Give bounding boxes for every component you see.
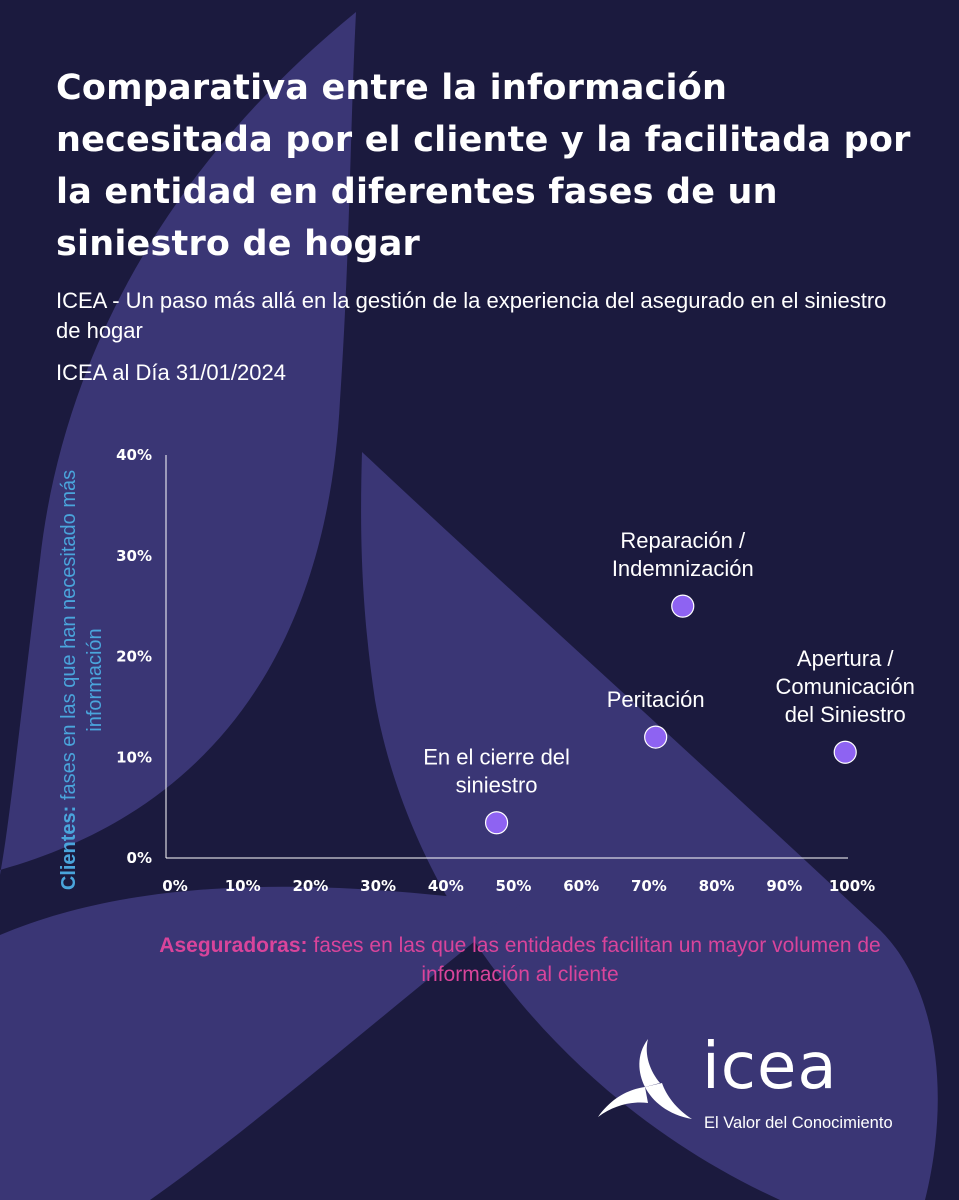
- page-title: Comparativa entre la información necesit…: [56, 68, 911, 264]
- x-axis-label: Aseguradoras: fases en las que las entid…: [120, 931, 920, 989]
- point-label: del Siniestro: [785, 702, 906, 727]
- data-points: [484, 594, 857, 835]
- x-tick-label: 10%: [225, 877, 261, 895]
- x-tick-label: 50%: [496, 877, 532, 895]
- point-label: Reparación /: [620, 528, 746, 553]
- point-label: siniestro: [456, 773, 538, 798]
- point-label: Comunicación: [776, 674, 915, 699]
- y-axis-label-bold: Clientes:: [58, 805, 80, 891]
- point-label: En el cierre del: [423, 745, 570, 770]
- y-tick-label: 40%: [116, 446, 152, 464]
- x-tick-label: 60%: [563, 877, 599, 895]
- scatter-point: [833, 740, 857, 764]
- y-tick-label: 0%: [127, 849, 152, 867]
- point-label: Indemnización: [612, 556, 754, 581]
- background-leaf-bottom: [0, 886, 520, 1200]
- y-tick-label: 10%: [116, 748, 152, 766]
- scatter-point: [484, 811, 509, 835]
- brand-tagline: El Valor del Conocimiento: [704, 1114, 893, 1132]
- scatter-point: [671, 594, 695, 618]
- point-labels: En el cierre del siniestro Peritación Repar…: [423, 528, 915, 798]
- scatter-point: [644, 725, 668, 749]
- page-subtitle: ICEA - Un paso más allá en la gestión de…: [56, 288, 887, 343]
- x-axis-label-bold: Aseguradoras:: [159, 934, 308, 957]
- triskelion-icon: [598, 1039, 692, 1119]
- brand-name: icea: [702, 1030, 838, 1104]
- chart-axes: [165, 455, 848, 859]
- x-axis-ticks: 0% 10% 20% 30% 40% 50% 60% 70% 80% 90% 100%: [162, 877, 875, 895]
- y-axis-label-text: fases en las que han necesitado más info…: [58, 469, 106, 801]
- x-tick-label: 70%: [631, 877, 667, 895]
- background-leaf-left: [0, 12, 356, 875]
- y-axis-ticks: 0% 10% 20% 30% 40%: [116, 446, 152, 867]
- point-label: Peritación: [607, 687, 705, 712]
- publication-date: ICEA al Día 31/01/2024: [56, 360, 286, 385]
- x-tick-label: 100%: [829, 877, 875, 895]
- x-tick-label: 30%: [360, 877, 396, 895]
- x-tick-label: 80%: [699, 877, 735, 895]
- x-tick-label: 90%: [766, 877, 802, 895]
- x-tick-label: 0%: [162, 877, 187, 895]
- icea-logo: icea El Valor del Conocimiento: [590, 1030, 920, 1145]
- x-tick-label: 40%: [428, 877, 464, 895]
- point-label: Apertura /: [797, 646, 894, 671]
- y-tick-label: 20%: [116, 648, 152, 666]
- x-tick-label: 20%: [292, 877, 328, 895]
- background-leaf-center: [361, 452, 938, 1200]
- y-axis-label: Clientes: fases en las que han necesitad…: [56, 460, 108, 900]
- y-tick-label: 30%: [116, 547, 152, 565]
- x-axis-label-text: fases en las que las entidades facilitan…: [313, 934, 881, 986]
